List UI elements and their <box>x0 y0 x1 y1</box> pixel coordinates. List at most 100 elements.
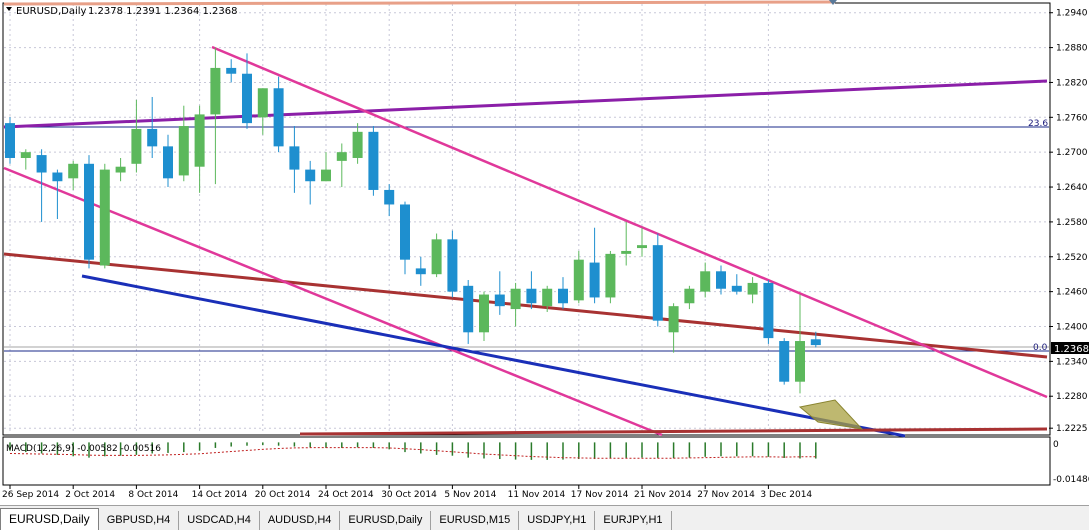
candle-bear <box>147 128 158 147</box>
current-price: 1.2368 <box>1054 344 1089 355</box>
chart-tab[interactable]: GBPUSD,H4 <box>99 511 180 530</box>
chart-tab[interactable]: EURUSD,Daily <box>0 508 99 530</box>
chart-tab[interactable]: EURJPY,H1 <box>595 511 672 530</box>
candle-bull <box>700 271 711 292</box>
chart-ohlc: 1.2378 1.2391 1.2364 1.2368 <box>88 6 238 17</box>
time-axis: 26 Sep 2014 2 Oct 2014 8 Oct 2014 14 Oct 20… <box>2 485 812 500</box>
chart-header: EURUSD,Daily 1.2378 1.2391 1.2364 1.2368 <box>6 6 238 17</box>
price-label: 1.2520 <box>1056 253 1088 263</box>
chart-tab[interactable]: USDJPY,H1 <box>519 511 596 530</box>
time-label: 21 Nov 2014 <box>634 490 692 500</box>
candle-bear <box>447 239 458 292</box>
candle-bull <box>747 282 758 295</box>
candle-bull <box>668 306 679 333</box>
candle-bull <box>605 253 616 298</box>
main-chart-frame <box>2 2 1051 436</box>
chart-tab[interactable]: AUDUSD,H4 <box>260 511 341 530</box>
candle-bear <box>494 294 505 307</box>
time-label: 27 Nov 2014 <box>697 490 755 500</box>
candle-bear <box>763 282 774 339</box>
price-label: 1.2880 <box>1056 44 1088 54</box>
candle-bear <box>226 67 237 74</box>
macd-signal-line <box>9 447 816 459</box>
candle-bull <box>542 288 553 307</box>
time-label: 8 Oct 2014 <box>128 490 178 500</box>
price-label: 1.2700 <box>1056 148 1088 158</box>
candle-bull <box>479 294 489 333</box>
candle-bull <box>637 245 647 249</box>
macd-indicator <box>9 442 817 460</box>
channel-lower-line <box>3 166 663 437</box>
candle-bear <box>779 341 790 382</box>
candle-bear <box>5 123 15 158</box>
time-label: 26 Sep 2014 <box>2 490 59 500</box>
candle-bull <box>573 259 584 301</box>
time-label: 3 Dec 2014 <box>760 490 812 500</box>
candle-bull <box>194 114 205 167</box>
candle-bear <box>716 271 726 289</box>
candle-bear <box>558 288 568 304</box>
price-label: 1.2640 <box>1056 183 1088 193</box>
candle-bear <box>652 245 663 321</box>
price-label: 1.2580 <box>1056 218 1088 228</box>
candle-bear <box>305 169 316 182</box>
chart-tab[interactable]: USDCAD,H4 <box>179 511 260 530</box>
candle-bear <box>368 131 379 190</box>
fib-236-label: 23.6 <box>1028 119 1048 129</box>
purple-trendline <box>3 79 1048 129</box>
time-label: 20 Oct 2014 <box>255 490 311 500</box>
candle-bull <box>210 67 221 115</box>
candle-bull <box>115 166 126 173</box>
brown-trendline <box>3 252 1048 359</box>
channel-upper-line <box>211 45 1048 399</box>
price-label: 1.2400 <box>1056 323 1088 333</box>
marker-arrow-icon <box>829 0 837 5</box>
candle-bull <box>257 88 268 118</box>
price-label: 1.2280 <box>1056 392 1088 402</box>
candle-bear <box>242 73 252 124</box>
candle-bear <box>400 204 410 260</box>
time-label: 11 Nov 2014 <box>508 490 566 500</box>
grid <box>4 4 1049 434</box>
candle-bull <box>321 169 331 182</box>
candle-bear <box>731 285 742 292</box>
fib-0-label: 0.0 <box>1033 343 1048 353</box>
candle-bull <box>20 152 31 158</box>
price-label: 1.2460 <box>1056 288 1088 298</box>
candle-bear <box>52 172 63 182</box>
price-label: 1.2760 <box>1056 113 1088 123</box>
candle-bull <box>684 288 695 304</box>
candle-bear <box>526 288 537 304</box>
candle-bear <box>415 268 426 275</box>
chart-tab[interactable]: EURUSD,M15 <box>431 511 520 530</box>
candle-bull <box>431 239 442 275</box>
time-label: 14 Oct 2014 <box>192 490 248 500</box>
candle-bull <box>510 288 521 310</box>
chart-title: EURUSD,Daily <box>16 6 87 17</box>
macd-axis-zero: 0 <box>1053 440 1059 450</box>
chart-tab-bar: EURUSD,Daily GBPUSD,H4 USDCAD,H4 AUDUSD,H4 E… <box>0 505 1089 530</box>
price-label: 1.2820 <box>1056 78 1088 88</box>
macd-frame <box>2 436 1051 486</box>
candle-bull <box>178 126 189 176</box>
candle-bear <box>810 339 821 346</box>
bottom-brown-line <box>299 427 1048 436</box>
collapse-arrow-icon <box>6 7 12 11</box>
candle-bear <box>36 155 47 173</box>
candle-bull <box>352 131 363 158</box>
time-label: 5 Nov 2014 <box>444 490 496 500</box>
candle-bull <box>99 169 110 266</box>
candle-bear <box>463 285 474 333</box>
projection-triangle <box>798 399 864 430</box>
candle-bull <box>795 341 805 382</box>
blue-trendline <box>81 274 906 438</box>
price-label: 1.2225 <box>1056 424 1088 434</box>
trendlines <box>3 0 1049 438</box>
candle-bear <box>384 189 395 205</box>
candle-bull <box>68 163 79 179</box>
time-label: 2 Oct 2014 <box>65 490 115 500</box>
top-salmon-line <box>3 0 836 6</box>
candle-bull <box>621 250 632 254</box>
chart-tab[interactable]: EURUSD,Daily <box>340 511 432 530</box>
